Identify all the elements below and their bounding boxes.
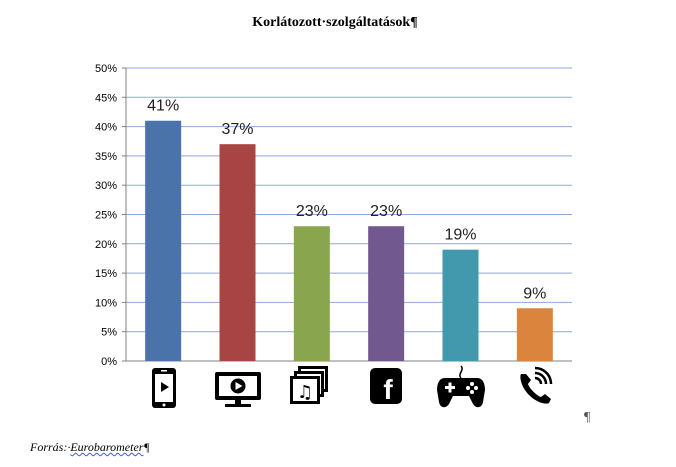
y-tick-label: 50% — [95, 63, 117, 75]
y-tick-label: 10% — [95, 297, 117, 309]
smartphone-video-icon — [152, 368, 176, 408]
music-library-icon: ♫ — [290, 366, 328, 404]
source-pilcrow: ¶ — [143, 440, 150, 454]
gridlines — [126, 67, 572, 333]
bar — [368, 226, 405, 361]
y-tick-label: 5% — [101, 327, 117, 339]
y-tick-label: 35% — [95, 151, 117, 163]
y-tick-label: 0% — [101, 356, 117, 368]
bar — [219, 144, 256, 361]
monitor-video-icon — [215, 372, 261, 407]
bar — [293, 226, 330, 361]
y-axis-ticks: 0% 5% 10% 15% 20% 25% 30% 35% 40% 45% 50% — [95, 63, 126, 368]
facebook-icon: f — [370, 368, 402, 405]
svg-text:f: f — [383, 374, 393, 405]
y-tick-label: 20% — [95, 239, 117, 251]
chart-title: Korlátozott·szolgáltatások¶ — [252, 15, 417, 30]
data-label: 23% — [296, 203, 328, 220]
y-tick-label: 30% — [95, 180, 117, 192]
bar — [442, 249, 479, 361]
data-label: 9% — [523, 285, 546, 302]
bar — [145, 120, 182, 362]
data-label: 37% — [221, 121, 253, 138]
bar — [516, 308, 553, 361]
y-tick-label: 25% — [95, 210, 117, 222]
bar-series — [145, 120, 553, 362]
source-name: Eurobarometer — [70, 440, 144, 454]
data-labels: 41% 37% 23% 23% 19% 9% — [147, 98, 546, 303]
y-tick-label: 15% — [95, 268, 117, 280]
phone-call-icon — [520, 366, 553, 404]
data-label: 23% — [370, 203, 402, 220]
data-label: 41% — [147, 98, 179, 115]
source-prefix: Forrás:· — [30, 440, 71, 454]
y-tick-label: 40% — [95, 122, 117, 134]
svg-text:♫: ♫ — [297, 382, 313, 403]
gamepad-icon — [437, 365, 485, 408]
source-note: Forrás:·Eurobarometer¶ — [30, 440, 150, 455]
data-label: 19% — [444, 227, 476, 244]
pilcrow-mark: ¶ — [584, 410, 591, 425]
y-tick-label: 45% — [95, 92, 117, 104]
